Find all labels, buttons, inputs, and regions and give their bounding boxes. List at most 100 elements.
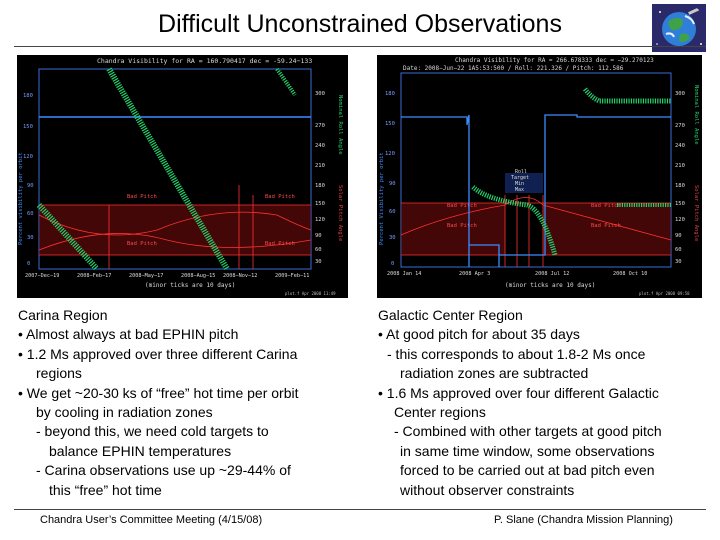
bad-pitch-label: Bad Pitch <box>127 241 157 247</box>
caption-line: forced to be carried out at bad pitch ev… <box>400 462 655 479</box>
left-pitch-label: Solar Pitch Angle <box>337 185 343 241</box>
footer-rule <box>14 509 706 510</box>
y-tick: 60 <box>27 211 34 217</box>
caption-line: by cooling in radiation zones <box>36 404 213 421</box>
right-plot-header-line-1: Chandra Visibility for RA = 266.678333 d… <box>455 57 654 64</box>
left-pitch-curves <box>38 185 312 269</box>
right-visibility-line <box>401 114 671 267</box>
bad-pitch-label: Bad Pitch <box>265 241 295 247</box>
x-tick: 2008 Apr 3 <box>459 271 490 277</box>
x-tick: 2007−Dec−19 <box>25 273 59 279</box>
y-tick: 180 <box>23 93 33 99</box>
left-bad-pitch-labels: Bad Pitch Bad Pitch Bad Pitch Bad Pitch <box>127 194 295 247</box>
y-tick: 150 <box>23 124 33 130</box>
y-tick: 30 <box>27 235 34 241</box>
footer-right: P. Slane (Chandra Mission Planning) <box>494 514 673 526</box>
annotation-line: Target <box>511 175 529 181</box>
right-roll-band-mid <box>471 185 558 256</box>
pitch-tick: 150 <box>315 201 325 207</box>
roll-tick: 270 <box>315 123 325 129</box>
right-plot-header-line-2: Date: 2008−Jun−22 1A5:53:500 / Roll: 221… <box>403 65 624 72</box>
annotation-line: Min <box>515 181 524 187</box>
right-y-left-label: Percent Visibility per orbit <box>379 152 385 245</box>
footer-left: Chandra User’s Committee Meeting (4/15/0… <box>40 514 263 526</box>
caption-line: - Combined with other targets at good pi… <box>394 423 662 440</box>
left-roll-band-top-right <box>275 67 297 97</box>
pitch-tick: 180 <box>675 183 685 189</box>
chandra-logo <box>652 4 706 52</box>
x-tick: 2008−Aug−15 <box>181 273 215 279</box>
title-rule <box>14 46 706 47</box>
caption-line: • Almost always at bad EPHIN pitch <box>18 326 239 343</box>
bad-pitch-label: Bad Pitch <box>127 194 157 200</box>
y-tick: 150 <box>385 121 395 127</box>
right-pitch-label: Solar Pitch Angle <box>693 185 699 241</box>
y-tick: 0 <box>391 261 394 267</box>
annotation-line: Roll <box>515 169 527 175</box>
pitch-tick: 120 <box>675 217 685 223</box>
pitch-tick: 60 <box>675 247 682 253</box>
left-roll-ticks: 300 270 240 210 <box>315 91 325 169</box>
y-tick: 120 <box>385 151 395 157</box>
pitch-tick: 150 <box>675 201 685 207</box>
caption-line: - beyond this, we need cold targets to <box>36 423 269 440</box>
x-tick: 2008 Jan 14 <box>387 271 421 277</box>
x-tick: 2008−May−17 <box>129 273 163 279</box>
left-plot-header: Chandra Visibility for RA = 160.790417 d… <box>97 57 312 65</box>
y-tick: 90 <box>27 183 34 189</box>
pitch-tick: 90 <box>675 233 682 239</box>
right-y-ticks: 180 150 120 90 60 30 0 <box>385 91 396 267</box>
right-caption: Galactic Center Region • At good pitch f… <box>378 306 662 500</box>
caption-line: Center regions <box>394 404 486 421</box>
left-caption: Carina Region • Almost always at bad EPH… <box>18 306 299 500</box>
bad-pitch-label: Bad Pitch <box>447 223 477 229</box>
roll-tick: 240 <box>675 143 685 149</box>
caption-line: in same time window, some observations <box>400 442 655 459</box>
roll-tick: 240 <box>315 143 325 149</box>
bad-pitch-label: Bad Pitch <box>591 203 621 209</box>
caption-line: - this corresponds to about 1.8-2 Ms onc… <box>387 345 646 362</box>
y-tick: 180 <box>385 91 395 97</box>
annotation-line: Max <box>515 187 524 193</box>
left-roll-band-upper <box>106 67 230 271</box>
left-y-ticks: 180 150 120 90 60 30 0 <box>23 93 34 267</box>
right-roll-band-top <box>583 87 671 104</box>
left-pitch-ticks: 180 150 120 90 60 30 <box>315 183 325 265</box>
left-x-label: (minor ticks are 10 days) <box>145 282 235 289</box>
galactic-center-visibility-plot: Chandra Visibility for RA = 266.678333 d… <box>377 55 702 298</box>
bad-pitch-label: Bad Pitch <box>447 203 477 209</box>
right-roll-ticks: 300 270 240 210 <box>675 91 685 169</box>
caption-line: • 1.2 Ms approved over three different C… <box>18 345 298 362</box>
right-x-ticks: 2008 Jan 14 2008 Apr 3 2008 Jul 12 2008 … <box>387 271 647 277</box>
y-tick: 30 <box>389 235 396 241</box>
right-annotation: Roll Target Min Max <box>511 169 529 193</box>
right-pitch-ticks: 180 150 120 90 60 30 <box>675 183 685 265</box>
caption-line: balance EPHIN temperatures <box>49 442 232 459</box>
roll-tick: 300 <box>675 91 685 97</box>
caption-line: • At good pitch for about 35 days <box>378 326 580 343</box>
roll-tick: 270 <box>675 123 685 129</box>
right-roll-label: Nominal Roll Angle <box>693 85 699 145</box>
left-footnote: plot.f Apr 2008 11:49 <box>285 291 336 296</box>
caption-line: radiation zones are subtracted <box>400 365 589 382</box>
pitch-tick: 60 <box>315 247 322 253</box>
right-bad-pitch-labels: Bad Pitch Bad Pitch Bad Pitch Bad Pitch <box>447 203 621 229</box>
x-tick: 2009−Feb−11 <box>275 273 309 279</box>
caption-heading: Carina Region <box>18 307 108 323</box>
right-good-pitch-box <box>505 173 543 193</box>
right-footnote: plot.f Apr 2008 09:58 <box>639 291 690 296</box>
pitch-tick: 30 <box>315 259 322 265</box>
left-y-left-label: Percent visibility per orbit <box>18 152 24 245</box>
y-tick: 90 <box>389 181 396 187</box>
pitch-tick: 180 <box>315 183 325 189</box>
carina-visibility-plot: Chandra Visibility for RA = 160.790417 d… <box>17 55 348 298</box>
left-bad-pitch-bands <box>39 205 311 255</box>
x-tick: 2008−Feb−17 <box>77 273 111 279</box>
right-x-label: (minor ticks are 10 days) <box>505 282 595 289</box>
x-tick: 2008 Oct 10 <box>613 271 647 277</box>
caption-heading: Galactic Center Region <box>378 307 523 323</box>
right-bad-pitch-bands <box>401 203 671 255</box>
caption-line: • We get ~20-30 ks of “free” hot time pe… <box>18 384 299 401</box>
caption-line: • 1.6 Ms approved over four different Ga… <box>378 384 659 401</box>
left-x-ticks: 2007−Dec−19 2008−Feb−17 2008−May−17 2008… <box>25 273 309 279</box>
